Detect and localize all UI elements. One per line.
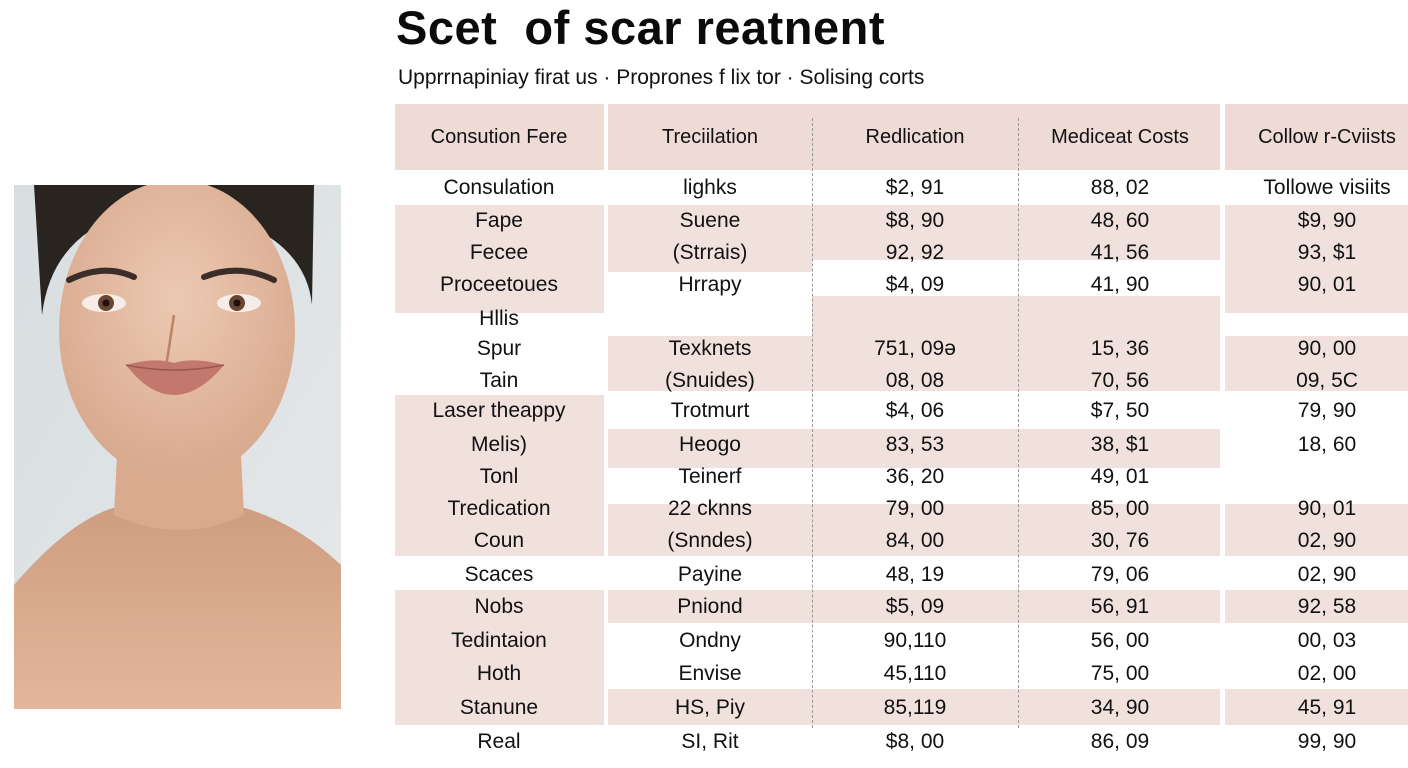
table-cell: 88, 02 [1090,176,1150,199]
table-cell: $8, 90 [885,209,945,232]
table-cell: 48, 60 [1090,209,1150,232]
page-title: Scet of scar reatnent [396,1,886,54]
table-cell: 92, 58 [1297,595,1357,618]
table-cell: Tedintaion [451,629,547,652]
table-cell: Suene [679,209,741,232]
table-cell: Laser theappy [432,399,566,422]
table-cell: 30, 76 [1090,529,1150,552]
table-cell: 22 cknns [667,497,753,520]
table-cell: SI, Rit [681,730,739,753]
table-cell: 08, 08 [885,369,945,392]
table-cell: 79, 00 [885,497,945,520]
table-cell: $7, 50 [1090,399,1150,422]
table-cell: 90, 01 [1297,273,1357,296]
table-cell: Trotmurt [670,399,750,422]
table-cell: 90, 00 [1297,337,1357,360]
table-cell: Hrrapy [678,273,742,296]
table-cell: Fape [475,209,523,232]
table-cell: $5, 09 [885,595,945,618]
table-cell: Consulation [443,176,555,199]
table-cell: (Strrais) [672,241,748,264]
table-cell: 41, 56 [1090,241,1150,264]
table-cell: 99, 90 [1297,730,1357,753]
table-cell: Ondny [679,629,741,652]
table-cell: Tollowe visiits [1263,176,1391,199]
table-cell: 84, 00 [885,529,945,552]
table-cell: 38, $1 [1090,433,1150,456]
column-header: Treciilation [662,125,758,148]
table-cell: 09, 5C [1296,369,1358,392]
table-cell: 48, 19 [885,563,945,586]
table-cell: $4, 06 [885,399,945,422]
table-cell: 751, 09ə [874,337,956,360]
column-header: Collow r-Cviists [1258,125,1396,148]
table-cell: 79, 06 [1090,563,1150,586]
table-cell: 86, 09 [1090,730,1150,753]
table-cell: Hllis [479,307,519,330]
table-cell: (Snndes) [667,529,753,552]
table-cell: 36, 20 [885,465,945,488]
table-cell: Payine [677,563,743,586]
table-cell: $8, 00 [885,730,945,753]
table-cell: 70, 56 [1090,369,1150,392]
table-cell: 79, 90 [1297,399,1357,422]
table-cell: 00, 03 [1297,629,1357,652]
table-cell: $4, 09 [885,273,945,296]
table-cell: 90,110 [883,629,947,652]
table-cell: Spur [476,337,522,360]
table-cell: 45,110 [883,662,947,685]
column-header: Consution Fere [430,125,568,148]
table-cell: (Snuides) [665,369,755,392]
table-cell: 56, 00 [1090,629,1150,652]
table-cell: 45, 91 [1297,696,1357,719]
table-cell: 85,119 [883,696,947,719]
table-cell: Heogo [679,433,741,456]
table-cell: 75, 00 [1090,662,1150,685]
page-subtitle: Upprrnapiniay firat us · Proprones f lix… [398,66,925,89]
table-cell: lighks [683,176,737,199]
table-cell: Tonl [479,465,519,488]
table-cell: $9, 90 [1297,209,1357,232]
table-cell: 93, $1 [1297,241,1357,264]
table-cell: 18, 60 [1297,433,1357,456]
table-cell: Hoth [476,662,522,685]
table-cell: Fecee [469,241,529,264]
table-cell: 02, 90 [1297,563,1357,586]
table-cell: Proceetoues [440,273,558,296]
table-cell: Teinerf [678,465,742,488]
table-cell: HS, Piy [674,696,745,719]
table-cell: 34, 90 [1090,696,1150,719]
table-cell: 92, 92 [885,241,945,264]
table-cell: 83, 53 [885,433,945,456]
table-cell: Tain [479,369,519,392]
cost-table: Consution Fere Treciilation Redlication Med… [395,104,1408,764]
table-cell: $2, 91 [885,176,945,199]
table-cell: Tredication [447,497,551,520]
table-cell: 15, 36 [1090,337,1150,360]
table-cell: Scaces [464,563,534,586]
table-cell: Melis) [471,433,527,456]
table-cell: Coun [473,529,525,552]
table-cell: Nobs [474,595,524,618]
table-cell: 49, 01 [1090,465,1150,488]
table-cell: Stanune [459,696,539,719]
portrait-photo [14,185,341,709]
table-cell: 90, 01 [1297,497,1357,520]
column-header: Mediceat Costs [1051,125,1189,148]
table-cell: 41, 90 [1090,273,1150,296]
table-cell: Texknets [668,337,752,360]
table-cell: Envise [678,662,742,685]
column-header: Redlication [865,125,965,148]
table-cell: 02, 90 [1297,529,1357,552]
table-cell: 02, 00 [1297,662,1357,685]
table-cell: 56, 91 [1090,595,1150,618]
table-cell: Real [477,730,521,753]
table-cell: Pniond [677,595,743,618]
table-cell: 85, 00 [1090,497,1150,520]
